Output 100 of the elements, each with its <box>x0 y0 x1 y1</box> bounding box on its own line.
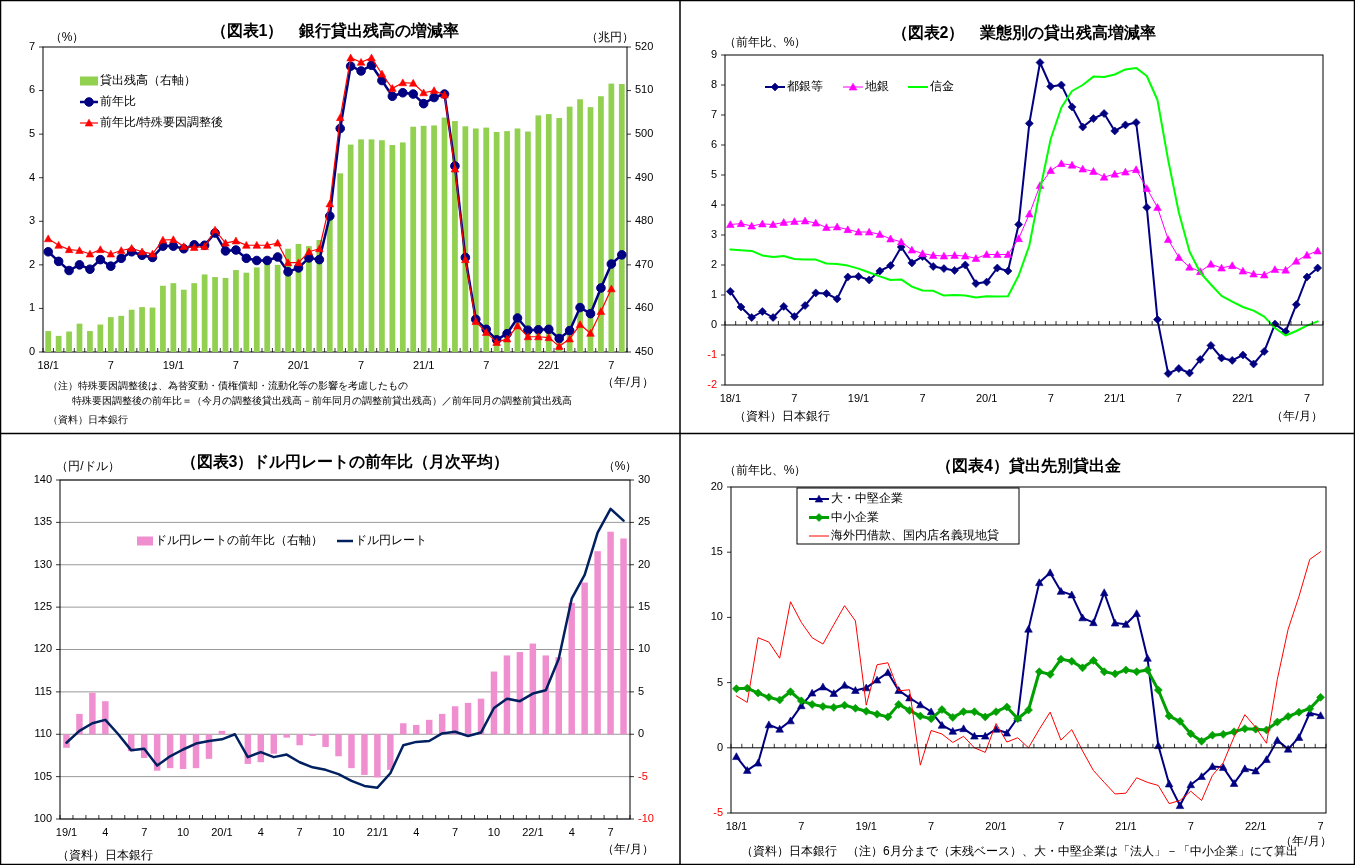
y-tick-label: -2 <box>707 377 717 390</box>
x-tick-label: 7 <box>1047 391 1054 404</box>
x-tick-label: 7 <box>452 825 459 838</box>
x-tick-label: 21/1 <box>366 825 389 838</box>
x-tick-label: 7 <box>791 391 798 404</box>
x-tick-label: 18/1 <box>725 819 748 832</box>
y-tick-label: 5 <box>28 127 35 140</box>
y-tick-label: 115 <box>34 684 52 697</box>
y-tick-label: 0 <box>716 740 723 753</box>
y-tick-label: 120 <box>33 642 52 655</box>
y-tick-label: 0 <box>710 317 717 330</box>
x-tick-label: 7 <box>1057 819 1065 832</box>
y-tick-label: 2 <box>28 257 35 270</box>
x-tick-label: 10 <box>332 825 345 838</box>
y-tick-label: 5 <box>716 675 723 688</box>
y2-tick-label: 510 <box>635 83 654 96</box>
y2-tick-label: 470 <box>635 257 654 270</box>
x-tick-label: 19/1 <box>855 819 877 832</box>
y-tick-label: 3 <box>28 214 35 227</box>
x-axis-title: （年/月） <box>602 375 654 390</box>
y-tick-label: 4 <box>28 170 35 183</box>
x-tick-label: 19/1 <box>847 391 870 404</box>
y-axis-title: （前年比、%） <box>723 463 807 478</box>
x-tick-label: 7 <box>928 819 935 832</box>
x-tick-label: 19/1 <box>55 825 78 838</box>
y2-axis-title: （%） <box>602 459 638 474</box>
text: （注）特殊要因調整後は、為替変動・債権償却・流動化等の影響を考慮したもの <box>48 379 408 391</box>
x-axis-title: （年/月） <box>1271 409 1323 424</box>
y2-tick-label: 450 <box>635 344 654 357</box>
y-tick-label: 110 <box>34 727 52 740</box>
legend-label: 中小企業 <box>831 509 879 524</box>
x-tick-label: 4 <box>102 825 109 838</box>
x-tick-label: 22/1 <box>1244 819 1267 832</box>
x-tick-label: 4 <box>568 825 575 838</box>
y2-tick-label: 490 <box>635 170 654 183</box>
y-tick-label: 135 <box>33 515 52 528</box>
chart-title: （図表3）ドル円レートの前年比（月次平均） <box>180 453 510 472</box>
x-tick-label: 18/1 <box>719 391 742 404</box>
y-tick-label: 5 <box>710 167 717 180</box>
y2-tick-label: -10 <box>638 811 654 824</box>
y-tick-label: -5 <box>713 805 723 818</box>
legend-label: ドル円レート <box>355 533 427 548</box>
text: （資料）日本銀行 <box>48 413 128 425</box>
y2-tick-label: 15 <box>638 600 651 613</box>
y-tick-label: 7 <box>28 39 35 52</box>
y-tick-label: 3 <box>710 227 717 240</box>
chart-title: （図表2） 業態別の貸出残高増減率 <box>891 23 1157 43</box>
y-tick-label: 100 <box>33 811 52 824</box>
x-tick-label: 7 <box>483 358 490 371</box>
x-tick-label: 22/1 <box>522 825 544 838</box>
y-tick-label: 1 <box>28 301 35 314</box>
x-tick-label: 19/1 <box>162 358 185 371</box>
y2-tick-label: 0 <box>638 727 645 740</box>
y2-tick-label: 30 <box>638 472 651 485</box>
y-tick-label: 20 <box>710 479 723 492</box>
x-tick-label: 20/1 <box>985 819 1007 832</box>
x-tick-label: 7 <box>1303 391 1311 404</box>
x-tick-label: 7 <box>232 358 239 371</box>
y-tick-label: -1 <box>707 347 717 360</box>
y-tick-label: 1 <box>710 287 717 300</box>
y-tick-label: 125 <box>33 600 52 613</box>
x-tick-label: 20/1 <box>211 825 233 838</box>
x-tick-label: 7 <box>107 358 114 371</box>
x-tick-label: 7 <box>608 358 615 371</box>
x-tick-label: 22/1 <box>1232 391 1254 404</box>
y2-tick-label: -5 <box>638 769 648 782</box>
y-tick-label: 105 <box>33 769 52 782</box>
x-tick-label: 22/1 <box>538 358 560 371</box>
y2-tick-label: 25 <box>638 515 651 528</box>
y-tick-label: 9 <box>710 47 717 60</box>
y-axis-title: （前年比、%） <box>723 35 807 50</box>
legend-label: 信金 <box>930 79 954 94</box>
text: 特殊要因調整後の前年比＝（今月の調整後貸出残高－前年同月の調整前貸出残高）／前年同月の調整前貸出残高 <box>72 394 572 406</box>
y-tick-label: 8 <box>710 77 717 90</box>
x-tick-label: 7 <box>1187 819 1194 832</box>
x-tick-label: 21/1 <box>1115 819 1137 832</box>
x-tick-label: 21/1 <box>1104 391 1126 404</box>
legend-label: 貸出残高（右軸） <box>100 73 196 88</box>
y-tick-label: 4 <box>710 197 717 210</box>
y-tick-label: 7 <box>710 107 717 120</box>
x-tick-label: 4 <box>257 825 264 838</box>
x-tick-label: 4 <box>413 825 420 838</box>
x-tick-label: 7 <box>358 358 365 371</box>
x-tick-label: 7 <box>141 825 148 838</box>
text: （資料）日本銀行 <box>734 409 830 424</box>
chart-title: （図表4）貸出先別貸出金 <box>936 457 1121 476</box>
y2-axis-title: （兆円） <box>586 30 634 45</box>
y2-tick-label: 500 <box>635 127 654 140</box>
x-tick-label: 20/1 <box>287 358 310 371</box>
x-tick-label: 7 <box>296 825 303 838</box>
y-tick-label: 6 <box>28 83 35 96</box>
y-tick-label: 10 <box>710 610 723 623</box>
x-tick-label: 7 <box>919 391 926 404</box>
y-tick-label: 6 <box>710 137 717 150</box>
x-tick-label: 20/1 <box>975 391 998 404</box>
legend-label: 前年比/特殊要因調整後 <box>100 115 224 130</box>
y-tick-label: 0 <box>28 344 35 357</box>
y-axis-title: （%） <box>49 30 85 45</box>
x-tick-label: 7 <box>607 825 614 838</box>
chart-title: （図表1） 銀行貸出残高の増減率 <box>210 21 460 41</box>
